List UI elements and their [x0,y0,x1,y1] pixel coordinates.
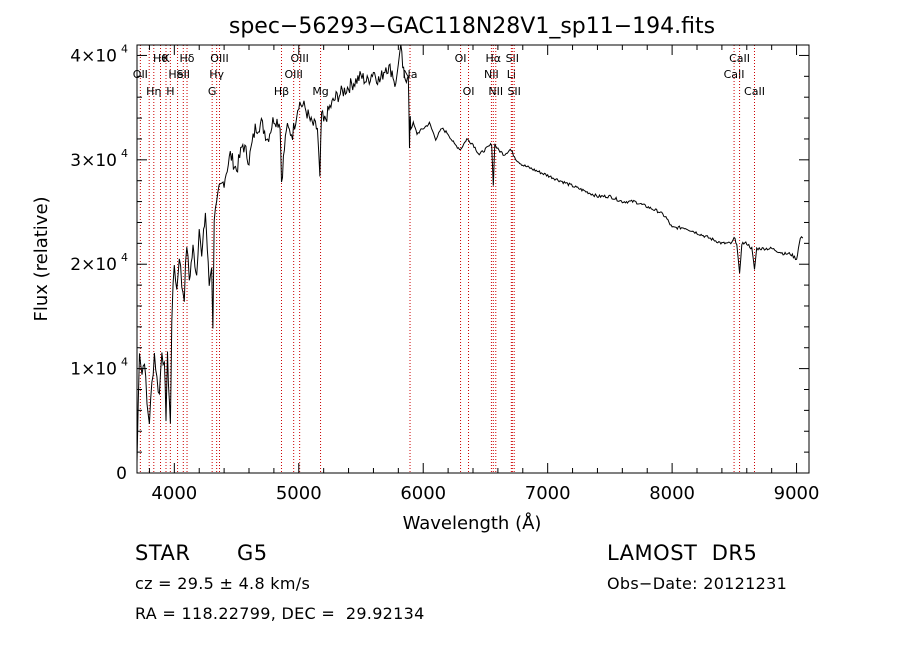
y-tick-exp-1: 4 [121,356,128,369]
coordinates: RA = 118.22799, DEC = 29.92134 [135,604,425,623]
object-class: STAR [135,541,191,565]
line-label-19: NII [484,68,499,81]
x-tick-label-4: 8000 [649,483,695,504]
line-label-27: CaII [744,85,765,98]
line-label-11: OIII [210,52,228,65]
line-label-24: SII [507,85,520,98]
y-tick-label-4: 4×10 [70,46,117,66]
line-label-7: SII [177,68,190,81]
line-label-8: Hδ [180,52,195,65]
y-tick-label-0: 0 [116,464,127,484]
line-label-12: Hβ [274,85,289,98]
x-tick-label-5: 9000 [774,483,820,504]
object-subclass: G5 [237,541,268,565]
line-label-21: NII [488,85,503,98]
y-tick-label-3: 3×10 [70,151,117,171]
survey-name: LAMOST DR5 [607,541,758,565]
line-label-2: Hη [146,85,161,98]
observation-date: Obs−Date: 20121231 [607,574,788,593]
line-label-16: Na [403,68,418,81]
y-axis-label: Flux (relative) [31,196,52,321]
line-label-6: HeI [168,68,186,81]
line-label-5: H [166,85,174,98]
line-label-20: Hα [486,52,502,65]
line-label-18: OI [463,85,475,98]
line-label-26: CaII [729,52,750,65]
redshift-cz: cz = 29.5 ± 4.8 km/s [135,574,311,593]
line-label-9: G [208,85,217,98]
spectrum-line [136,44,804,463]
y-tick-exp-3: 4 [121,147,128,160]
x-tick-label-1: 5000 [276,483,322,504]
x-tick-label-2: 6000 [400,483,446,504]
line-label-25: CaII [724,68,745,81]
y-tick-label-1: 1×10 [70,360,117,380]
chart-title: spec−56293−GAC118N28V1_sp11−194.fits [229,14,715,39]
plot-frame [136,44,810,474]
line-label-13: OIII [284,68,302,81]
y-tick-exp-4: 4 [121,42,128,55]
line-label-22: Li [507,68,516,81]
y-tick-label-2: 2×10 [70,255,117,275]
line-label-10: Hγ [209,68,224,81]
line-label-17: OI [455,52,467,65]
line-label-0: OII [133,68,148,81]
x-axis-label: Wavelength (Å) [403,512,542,534]
line-label-14: OIII [290,52,308,65]
line-label-23: SII [506,52,519,65]
y-tick-exp-2: 4 [121,251,128,264]
line-label-4: K [162,52,170,65]
x-tick-label-3: 7000 [525,483,571,504]
line-label-3: Hθ [153,52,168,65]
x-tick-label-0: 4000 [151,483,197,504]
line-label-15: Mg [312,85,328,98]
